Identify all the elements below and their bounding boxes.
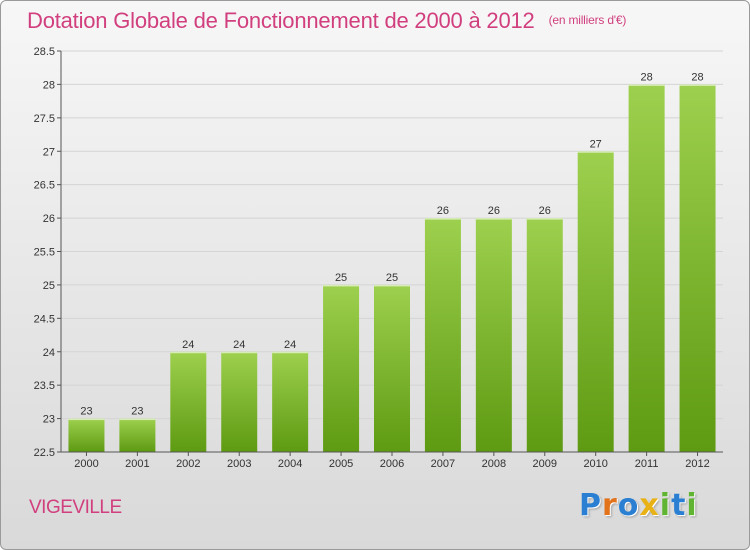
bar-value-label: 24 xyxy=(233,339,245,351)
y-tick-label: 25 xyxy=(43,280,55,292)
x-tick-label: 2002 xyxy=(176,458,200,470)
logo-letter: i xyxy=(659,488,672,523)
y-tick-label: 28.5 xyxy=(34,46,55,58)
y-tick-label: 26 xyxy=(43,213,55,225)
bar-value-label: 24 xyxy=(182,339,194,351)
y-tick-label: 26.5 xyxy=(34,180,55,192)
bar-value-label: 24 xyxy=(284,339,296,351)
x-tick-label: 2006 xyxy=(380,458,404,470)
x-tick-label: 2008 xyxy=(482,458,506,470)
bar-2006 xyxy=(374,284,410,452)
bar-highlight xyxy=(170,351,207,354)
logo-letter: P xyxy=(579,488,602,523)
x-tick-labels: 2000 2001 2002 2003 2004 2005 2006 2007 2008 2009… xyxy=(74,452,710,470)
bars xyxy=(68,84,716,453)
bar-value-label: 26 xyxy=(488,205,500,217)
bar-highlight xyxy=(119,418,156,421)
bar-2004 xyxy=(272,351,309,452)
bar-value-label: 27 xyxy=(590,138,602,150)
chart-title: Dotation Globale de Fonctionnement de 20… xyxy=(27,8,626,34)
y-tick-label: 24 xyxy=(43,347,55,359)
bar-2009 xyxy=(526,218,563,452)
bar-value-label: 28 xyxy=(691,71,703,83)
bar-2002 xyxy=(170,351,207,452)
logo-letter: r xyxy=(602,488,618,523)
y-tick-label: 27 xyxy=(43,146,55,158)
y-tick-label: 23.5 xyxy=(34,380,55,392)
bar-highlight xyxy=(526,218,563,220)
bar-value-label: 23 xyxy=(131,406,143,418)
x-tick-label: 2003 xyxy=(227,458,251,470)
logo-letter: i xyxy=(686,488,698,523)
bar-2012 xyxy=(679,84,716,453)
logo-letter: o xyxy=(617,488,640,523)
chart-title-text: Dotation Globale de Fonctionnement de 20… xyxy=(27,8,535,33)
bar-highlight xyxy=(221,351,258,354)
commune-name: VIGEVILLE xyxy=(29,497,122,518)
bar-highlight xyxy=(424,218,461,220)
bar-highlight xyxy=(475,218,512,220)
y-tick-label: 25.5 xyxy=(34,247,55,259)
bar-value-label: 25 xyxy=(335,272,347,284)
bar-highlight xyxy=(628,84,665,86)
bar-2005 xyxy=(323,284,360,452)
logo-letter: t xyxy=(671,488,687,523)
bar-highlight xyxy=(272,351,309,354)
x-tick-label: 2012 xyxy=(685,458,709,470)
y-tick-label: 23 xyxy=(43,414,55,426)
y-tick-labels: 22.5 23 23.5 24 24.5 25 25.5 26 26.5 27 27.5 28 28.5 xyxy=(34,46,55,459)
bar-value-label: 26 xyxy=(437,205,449,217)
x-tick-label: 2005 xyxy=(329,458,353,470)
bar-value-label: 26 xyxy=(539,205,551,217)
chart-subtitle: (en milliers d'€) xyxy=(548,13,627,27)
bar-value-label: 28 xyxy=(640,71,652,83)
y-tick-label: 27.5 xyxy=(34,113,55,125)
bar-highlight xyxy=(374,284,410,287)
y-tick-label: 24.5 xyxy=(34,313,55,325)
y-tick-label: 28 xyxy=(43,79,55,91)
bar-2008 xyxy=(475,218,512,452)
x-tick-label: 2010 xyxy=(583,458,607,470)
x-tick-label: 2009 xyxy=(533,458,557,470)
bar-2007 xyxy=(424,218,461,452)
x-tick-label: 2000 xyxy=(74,458,98,470)
logo-letter: x xyxy=(639,488,660,523)
bar-value-labels: 23 23 24 24 24 25 25 26 26 26 27 28 28 xyxy=(80,71,703,417)
bar-2003 xyxy=(221,351,258,452)
bar-highlight xyxy=(323,284,360,287)
y-tick-label: 22.5 xyxy=(34,447,55,459)
proxiti-logo[interactable]: Proxiti xyxy=(579,488,698,523)
bar-value-label: 25 xyxy=(386,272,398,284)
bar-2010 xyxy=(577,151,614,452)
bar-2011 xyxy=(628,84,665,453)
bar-highlight xyxy=(68,418,105,421)
bar-value-label: 23 xyxy=(80,406,92,418)
bar-highlight xyxy=(577,151,614,153)
x-tick-label: 2011 xyxy=(635,458,659,470)
x-tick-label: 2001 xyxy=(125,458,149,470)
bar-2001 xyxy=(119,418,156,452)
x-tick-label: 2007 xyxy=(431,458,455,470)
bar-2000 xyxy=(68,418,105,452)
bar-highlight xyxy=(679,84,716,86)
x-tick-label: 2004 xyxy=(278,458,302,470)
